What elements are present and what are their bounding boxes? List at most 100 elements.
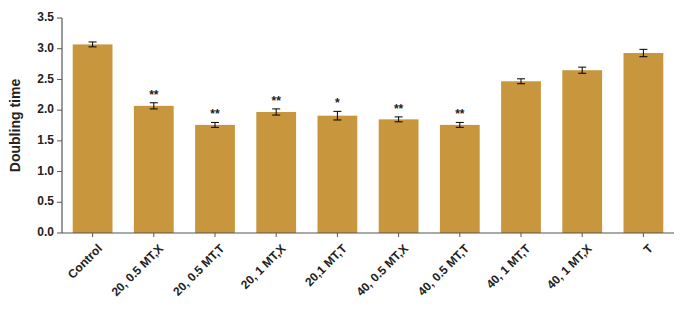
y-tick-label: 0.0: [37, 225, 54, 239]
y-tick-label: 1.5: [37, 133, 54, 147]
error-bar-stem: [643, 49, 644, 56]
y-tick: [57, 233, 62, 234]
error-bar-stem: [92, 42, 93, 47]
error-bar: [456, 122, 464, 127]
y-tick: [57, 48, 62, 49]
y-tick-label: 1.0: [37, 164, 54, 178]
chart-svg: 0.0 0.5 1.0 1.5 2.0 2.5 3.0 3.5 Doubling time Con…: [0, 0, 690, 315]
x-tick-label: T: [641, 241, 657, 257]
bar: [256, 112, 296, 233]
error-bar-cap: [456, 127, 464, 128]
x-tick-label: 40, 1 MT,X: [544, 241, 594, 291]
x-tick: [582, 233, 583, 237]
error-bar-stem: [459, 122, 460, 127]
y-axis-label: Doubling time: [7, 79, 23, 173]
x-tick-label: 20, 1 MT,X: [238, 241, 288, 291]
error-bar-stem: [337, 111, 338, 120]
error-bar-cap: [150, 108, 158, 109]
error-bar-stem: [153, 103, 154, 109]
error-bar: [211, 122, 219, 127]
annotations: ***********: [149, 88, 465, 122]
bar: [195, 125, 235, 233]
error-bar-cap: [517, 83, 525, 84]
chart-container: 0.0 0.5 1.0 1.5 2.0 2.5 3.0 3.5 Doubling time Con…: [0, 0, 690, 315]
y-tick-label: 2.5: [37, 72, 54, 86]
significance-marker: **: [149, 88, 159, 102]
error-bar-stem: [276, 109, 277, 115]
x-tick-label: Control: [65, 241, 105, 281]
plot-area: [73, 42, 664, 233]
error-bar-cap: [272, 115, 280, 116]
error-bar-cap: [639, 49, 647, 50]
bar: [440, 125, 480, 233]
error-bar-cap: [89, 46, 97, 47]
error-bar: [517, 79, 525, 84]
error-bar-cap: [395, 116, 403, 117]
x-tick: [521, 233, 522, 237]
x-tick: [215, 233, 216, 237]
error-bar-stem: [398, 117, 399, 122]
error-bar-cap: [333, 111, 341, 112]
x-tick-label: 20, 0.5 MT,T: [170, 241, 228, 299]
error-bar-cap: [578, 73, 586, 74]
y-tick: [57, 202, 62, 203]
error-bar-cap: [333, 119, 341, 120]
x-tick: [276, 233, 277, 237]
error-bar: [395, 117, 403, 122]
x-axis: Control20, 0.5 MT,X20, 0.5 MT,T20, 1 MT,…: [62, 233, 674, 299]
y-tick-label: 2.0: [37, 102, 54, 116]
y-tick: [57, 171, 62, 172]
x-tick-label: 40, 0.5 MT,T: [415, 241, 473, 299]
x-tick: [337, 233, 338, 237]
error-bar: [89, 42, 97, 47]
y-tick-label: 3.5: [37, 10, 54, 24]
error-bar-cap: [639, 56, 647, 57]
bar: [318, 116, 358, 233]
error-bar: [272, 109, 280, 115]
y-tick-label: 3.0: [37, 41, 54, 55]
significance-marker: **: [210, 107, 220, 121]
significance-marker: **: [455, 107, 465, 121]
y-axis-line: [61, 18, 62, 233]
y-tick: [57, 110, 62, 111]
y-tick: [57, 140, 62, 141]
bar: [501, 81, 541, 233]
error-bar-cap: [456, 122, 464, 123]
error-bar-stem: [521, 79, 522, 84]
error-bar: [150, 103, 158, 109]
error-bar: [333, 111, 341, 120]
bar: [73, 44, 113, 233]
x-tick-label: 40, 0.5 MT,X: [353, 241, 411, 299]
x-tick-label: 20, 0.5 MT,X: [109, 241, 167, 299]
error-bar-cap: [211, 122, 219, 123]
y-tick: [57, 18, 62, 19]
significance-marker: **: [394, 102, 404, 116]
bar: [379, 119, 419, 233]
error-bar-cap: [89, 41, 97, 42]
error-bar-cap: [211, 127, 219, 128]
error-bar: [578, 67, 586, 73]
bar: [562, 70, 602, 233]
y-tick-label: 0.5: [37, 194, 54, 208]
x-tick: [643, 233, 644, 237]
significance-marker: *: [335, 96, 340, 110]
error-bar-cap: [395, 121, 403, 122]
x-tick: [92, 233, 93, 237]
error-bar-stem: [582, 67, 583, 73]
x-tick-label: 40, 1 MT,T: [483, 241, 533, 291]
error-bar-cap: [272, 108, 280, 109]
x-tick: [153, 233, 154, 237]
x-tick: [459, 233, 460, 237]
error-bar-cap: [578, 67, 586, 68]
x-tick: [398, 233, 399, 237]
bar: [624, 53, 664, 233]
bar: [134, 106, 174, 233]
error-bar: [639, 49, 647, 56]
significance-marker: **: [272, 94, 282, 108]
y-axis: 0.0 0.5 1.0 1.5 2.0 2.5 3.0 3.5: [37, 10, 62, 239]
error-bar-cap: [150, 102, 158, 103]
error-bar-stem: [215, 122, 216, 127]
y-tick: [57, 79, 62, 80]
error-bar-cap: [517, 78, 525, 79]
x-tick-label: 20,1 MT,T: [302, 241, 350, 289]
